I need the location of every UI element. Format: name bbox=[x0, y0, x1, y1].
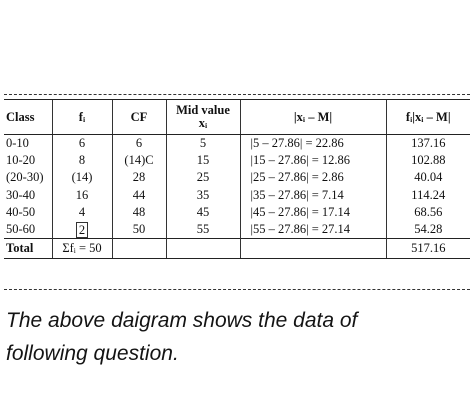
header-mid-value: Mid value xᵢ bbox=[165, 99, 240, 135]
total-empty-cell bbox=[111, 238, 166, 260]
frequency-table-container: Class fᵢ CF Mid value xᵢ |xᵢ – M| fᵢ|xᵢ … bbox=[4, 99, 470, 260]
table-header-row: Class fᵢ CF Mid value xᵢ |xᵢ – M| fᵢ|xᵢ … bbox=[4, 99, 470, 135]
cell-weighted-deviation: 137.16 bbox=[385, 134, 470, 153]
cell-mid-value: 15 bbox=[165, 152, 240, 170]
total-weighted-deviation-sum: 517.16 bbox=[385, 238, 470, 260]
cell-class: 40-50 bbox=[6, 204, 36, 219]
table-row: 0-10 6 6 5 |5 – 27.86| = 22.86 137.16 bbox=[4, 134, 470, 153]
table-row: 10-20 8 (14)C 15 |15 – 27.86| = 12.86 10… bbox=[4, 152, 470, 170]
cell-absolute-deviation: |25 – 27.86| = 2.86 bbox=[239, 169, 386, 187]
cell-absolute-deviation: |15 – 27.86| = 12.86 bbox=[239, 152, 386, 170]
question-line-2: following question. bbox=[6, 342, 179, 365]
header-cumulative-frequency: CF bbox=[111, 99, 166, 135]
cell-frequency: 2 bbox=[51, 220, 112, 239]
cell-absolute-deviation: |55 – 27.86| = 27.14 bbox=[239, 220, 386, 239]
cell-mid-value: 5 bbox=[165, 134, 240, 153]
table-row: 50-60 2 50 55 |55 – 27.86| = 27.14 54.28 bbox=[4, 220, 470, 239]
cell-weighted-deviation: 54.28 bbox=[385, 220, 470, 239]
cell-frequency: 16 bbox=[51, 186, 112, 204]
table-total-row: Total Σfᵢ = 50 517.16 bbox=[4, 238, 470, 260]
cell-cumulative-frequency: 44 bbox=[111, 186, 166, 204]
cell-absolute-deviation: |45 – 27.86| = 17.14 bbox=[239, 203, 386, 221]
header-absolute-deviation: |xᵢ – M| bbox=[239, 99, 386, 135]
cell-mid-value: 35 bbox=[165, 186, 240, 204]
cell-class: 0-10 bbox=[6, 136, 29, 151]
cell-frequency: 8 bbox=[51, 152, 112, 170]
total-label: Total bbox=[4, 238, 52, 260]
cell-frequency-boxed: 2 bbox=[75, 221, 89, 238]
question-text: The above daigram shows the data of foll… bbox=[6, 304, 466, 370]
cell-cumulative-frequency: 28 bbox=[111, 169, 166, 187]
cell-mid-value: 45 bbox=[165, 203, 240, 221]
cell-class: (20-30) bbox=[6, 170, 44, 185]
cell-mid-value: 55 bbox=[165, 220, 240, 239]
header-mid-value-line1: Mid value bbox=[176, 103, 230, 117]
table-row: (20-30) (14) 28 25 |25 – 27.86| = 2.86 4… bbox=[4, 169, 470, 187]
total-empty-cell bbox=[165, 238, 240, 260]
table-row: 40-50 4 48 45 |45 – 27.86| = 17.14 68.56 bbox=[4, 203, 470, 221]
cell-class: 30-40 bbox=[6, 187, 36, 202]
header-frequency: fᵢ bbox=[51, 99, 112, 135]
header-mid-value-line2: xᵢ bbox=[198, 116, 208, 130]
cell-class: 10-20 bbox=[6, 153, 36, 168]
header-weighted-deviation: fᵢ|xᵢ – M| bbox=[385, 99, 470, 135]
cell-frequency: 6 bbox=[51, 134, 112, 153]
cell-mid-value: 25 bbox=[165, 169, 240, 187]
cell-absolute-deviation: |5 – 27.86| = 22.86 bbox=[239, 134, 386, 153]
frequency-table: Class fᵢ CF Mid value xᵢ |xᵢ – M| fᵢ|xᵢ … bbox=[4, 99, 470, 260]
cell-cumulative-frequency: 6 bbox=[111, 134, 166, 153]
cell-weighted-deviation: 102.88 bbox=[385, 152, 470, 170]
cell-weighted-deviation: 114.24 bbox=[385, 186, 470, 204]
bottom-dashed-divider bbox=[4, 289, 470, 290]
cell-cumulative-frequency: 48 bbox=[111, 203, 166, 221]
total-empty-cell bbox=[239, 238, 386, 260]
cell-class: 50-60 bbox=[6, 222, 36, 237]
cell-weighted-deviation: 40.04 bbox=[385, 169, 470, 187]
question-line-1: The above daigram shows the data of bbox=[6, 309, 358, 332]
cell-frequency: (14) bbox=[51, 169, 112, 187]
cell-cumulative-frequency: (14)C bbox=[111, 152, 166, 170]
cell-absolute-deviation: |35 – 27.86| = 7.14 bbox=[239, 186, 386, 204]
cell-cumulative-frequency: 50 bbox=[111, 220, 166, 239]
cell-frequency: 4 bbox=[51, 203, 112, 221]
total-frequency-sum: Σfᵢ = 50 bbox=[51, 238, 112, 260]
top-dashed-divider bbox=[4, 94, 470, 95]
cell-weighted-deviation: 68.56 bbox=[385, 203, 470, 221]
table-row: 30-40 16 44 35 |35 – 27.86| = 7.14 114.2… bbox=[4, 186, 470, 204]
header-class: Class bbox=[4, 99, 52, 135]
